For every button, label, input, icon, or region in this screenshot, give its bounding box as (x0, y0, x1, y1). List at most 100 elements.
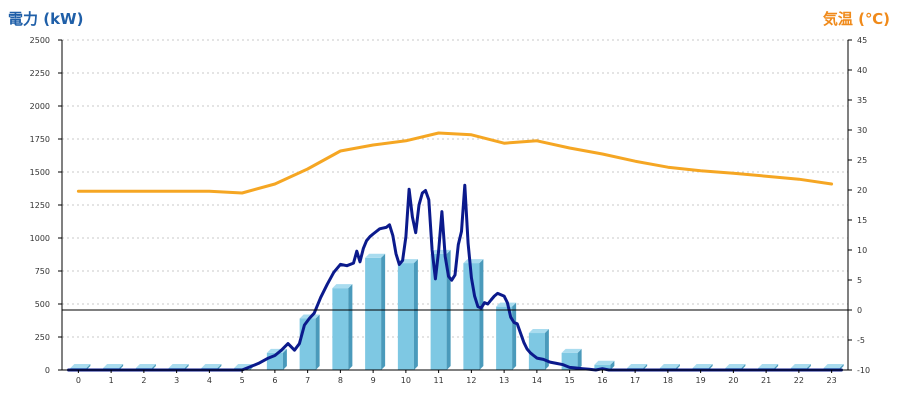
power-bar-side (381, 253, 386, 370)
power-bar (397, 259, 418, 370)
power-bar-face (496, 306, 513, 370)
x-tick-label: 21 (761, 376, 771, 385)
x-tick-label: 11 (434, 376, 444, 385)
left-tick-label: 2250 (30, 69, 50, 78)
power-bar-face (528, 333, 545, 370)
right-tick-label: 15 (857, 216, 867, 225)
left-tick-label: 1500 (30, 168, 50, 177)
left-tick-label: 2500 (30, 36, 50, 45)
x-tick-label: 13 (499, 376, 509, 385)
power-bar-side (544, 329, 549, 370)
x-tick-label: 22 (794, 376, 804, 385)
right-tick-label: 0 (857, 306, 862, 315)
power-demand-line (67, 183, 843, 372)
power-bar-face (299, 318, 316, 370)
power-bar (463, 259, 484, 370)
power-bar-top (70, 364, 91, 369)
power-bar-top (790, 364, 811, 369)
power-bar-top (725, 364, 746, 369)
power-bar-top (758, 364, 779, 369)
left-tick-label: 1000 (30, 234, 50, 243)
power-bar-top (528, 329, 549, 334)
power-bar-top (168, 364, 189, 369)
x-tick-label: 15 (565, 376, 575, 385)
left-tick-label: 500 (35, 300, 50, 309)
x-tick-label: 14 (532, 376, 542, 385)
power-bar-top (659, 364, 680, 369)
x-tick-label: 1 (109, 376, 114, 385)
chart-lines (67, 131, 843, 372)
power-bar-face (332, 288, 349, 370)
x-tick-label: 23 (827, 376, 837, 385)
left-tick-label: 0 (45, 366, 50, 375)
right-tick-label: 10 (857, 246, 867, 255)
right-tick-label: 45 (857, 36, 867, 45)
right-tick-label: 40 (857, 66, 867, 75)
right-tick-label: -10 (857, 366, 870, 375)
right-tick-label: -5 (857, 336, 865, 345)
power-bar-face (365, 257, 382, 370)
power-bar-side (577, 348, 582, 370)
power-bar-side (413, 259, 418, 370)
power-bar-face (463, 263, 480, 370)
left-tick-label: 1250 (30, 201, 50, 210)
x-tick-label: 3 (174, 376, 179, 385)
left-tick-label: 250 (35, 333, 50, 342)
power-bar (332, 284, 353, 370)
x-tick-label: 7 (305, 376, 310, 385)
power-bar-face (430, 253, 447, 370)
x-tick-label: 17 (630, 376, 640, 385)
right-tick-label: 20 (857, 186, 867, 195)
x-tick-label: 19 (696, 376, 706, 385)
power-bars (70, 249, 844, 370)
x-tick-label: 2 (141, 376, 146, 385)
power-bar-top (365, 253, 386, 258)
power-bar-side (479, 259, 484, 370)
power-bar-top (561, 348, 582, 353)
x-tick-label: 9 (371, 376, 376, 385)
power-bar-side (610, 360, 615, 370)
tick-labels: 02505007501000125015001750200022502500-1… (30, 36, 870, 385)
power-bar-side (512, 302, 517, 370)
x-tick-label: 20 (728, 376, 738, 385)
x-tick-label: 5 (240, 376, 245, 385)
x-tick-label: 12 (466, 376, 476, 385)
left-axis-title: 電力 (kW) (8, 10, 83, 28)
power-bar-side (315, 314, 320, 370)
left-tick-label: 750 (35, 267, 50, 276)
power-bar-top (201, 364, 222, 369)
power-bar-side (348, 284, 353, 370)
power-bar (365, 253, 386, 370)
power-bar-top (332, 284, 353, 289)
left-tick-label: 2000 (30, 102, 50, 111)
power-bar-top (627, 364, 648, 369)
power-bar-top (103, 364, 124, 369)
grid-lines (62, 39, 848, 338)
x-tick-label: 0 (76, 376, 81, 385)
x-tick-label: 8 (338, 376, 343, 385)
right-tick-label: 35 (857, 96, 867, 105)
right-tick-label: 25 (857, 156, 867, 165)
x-tick-label: 6 (272, 376, 277, 385)
power-bar (528, 329, 549, 370)
left-tick-label: 1750 (30, 135, 50, 144)
power-bar (496, 302, 517, 370)
x-tick-label: 4 (207, 376, 212, 385)
power-bar-face (397, 263, 414, 370)
right-tick-label: 5 (857, 276, 862, 285)
power-bar-top (823, 364, 844, 369)
temperature-line (76, 131, 834, 195)
power-bar-top (135, 364, 156, 369)
x-tick-label: 18 (663, 376, 673, 385)
power-bar-side (282, 348, 287, 370)
x-tick-label: 10 (401, 376, 411, 385)
power-bar-top (496, 302, 517, 307)
power-bar (299, 314, 320, 370)
power-bar-top (692, 364, 713, 369)
right-axis-title: 気温 (℃) (823, 10, 890, 28)
right-tick-label: 30 (857, 126, 867, 135)
power-bar-top (594, 360, 615, 365)
chart-axes (58, 39, 852, 373)
